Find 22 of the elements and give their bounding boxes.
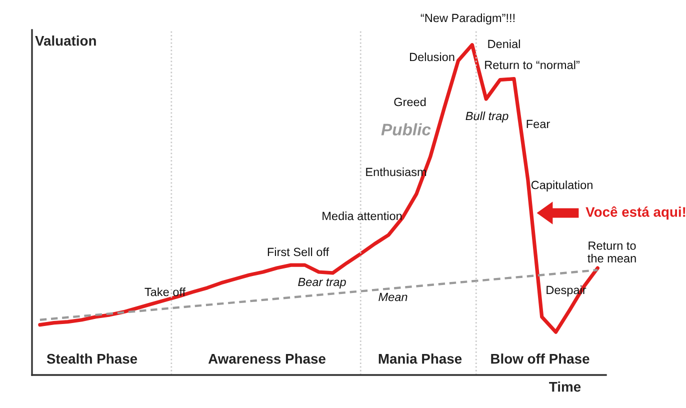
annotation: Mania Phase xyxy=(378,354,462,364)
annotation: Denial xyxy=(488,40,520,48)
annotation: Take off xyxy=(144,287,186,296)
annotation: Public xyxy=(381,123,431,136)
annotation: Fear xyxy=(526,120,550,128)
y-axis-title: Valuation xyxy=(35,36,96,46)
x-axis-title: Time xyxy=(549,382,581,392)
annotation: Return to the mean xyxy=(588,242,636,263)
annotation: Bear trap xyxy=(298,278,346,289)
annotation: Delusion xyxy=(410,52,454,62)
annotation: Awareness Phase xyxy=(208,354,326,364)
annotation: Stealth Phase xyxy=(46,354,138,364)
annotation: Você está aqui! xyxy=(586,206,686,220)
annotation: Return to “normal” xyxy=(485,60,580,70)
text: “New Paradigm”!!! xyxy=(420,14,514,24)
annotation: Greed xyxy=(394,98,426,106)
annotation: Blow off Phase xyxy=(491,354,590,364)
annotation: Mean xyxy=(378,292,408,302)
annotation: Bull trap xyxy=(466,112,508,122)
annotation: Media attention xyxy=(322,211,402,220)
annotation: Capitulation xyxy=(531,180,592,192)
annotation: First Sell off xyxy=(268,247,330,256)
